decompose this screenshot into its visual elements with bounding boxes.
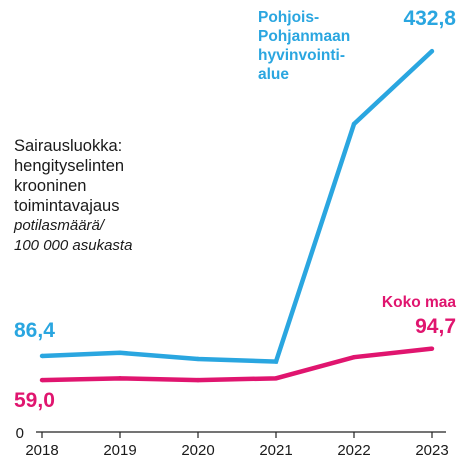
end-value-label-pohjois-pohjanmaa: 432,8 (403, 7, 456, 30)
description-line: hengityselinten (14, 157, 125, 175)
data-point (273, 376, 279, 381)
y-tick-label: 0 (16, 425, 24, 442)
series-label-line: Pohjanmaan (258, 28, 351, 45)
series-label-line: Pohjois- (258, 9, 320, 26)
description-line: krooninen (14, 177, 87, 195)
start-value-label-koko-maa: 59,0 (14, 389, 55, 412)
x-tick-label: 2021 (259, 442, 292, 459)
x-tick-label: 2019 (103, 442, 136, 459)
x-tick-label: 2018 (25, 442, 58, 459)
x-tick-label: 2023 (415, 442, 448, 459)
chart-description: Sairausluokka: hengityselinten krooninen… (14, 136, 132, 256)
chart-series-lines (39, 48, 435, 383)
data-point (117, 350, 123, 355)
end-value-label-koko-maa: 94,7 (415, 315, 456, 338)
description-line: toimintavajaus (14, 197, 120, 215)
data-point (351, 121, 357, 127)
data-point (39, 377, 45, 383)
x-tick-label: 2020 (181, 442, 214, 459)
series-label-koko-maa: Koko maa (381, 294, 456, 311)
data-point (429, 48, 435, 54)
unit-line: 100 000 asukasta (14, 237, 133, 254)
data-point (195, 356, 201, 362)
series-line-1 (41, 346, 433, 383)
series-label-line: hyvinvointi- (258, 47, 345, 64)
description-line: Sairausluokka: (14, 137, 123, 155)
data-point (429, 346, 435, 351)
data-point (351, 355, 357, 360)
start-value-label-pohjois-pohjanmaa: 86,4 (14, 319, 55, 342)
x-tick-label: 2022 (337, 442, 370, 459)
series-line-0 (41, 49, 434, 364)
data-point (195, 377, 201, 383)
data-point (273, 359, 279, 364)
unit-line: potilasmäärä/ (14, 217, 105, 234)
data-point (39, 353, 45, 359)
series-label-pohjois-pohjanmaa: Pohjois- Pohjanmaan hyvinvointi- alue (258, 8, 350, 84)
series-label-line: alue (258, 66, 290, 83)
data-point (117, 376, 123, 381)
